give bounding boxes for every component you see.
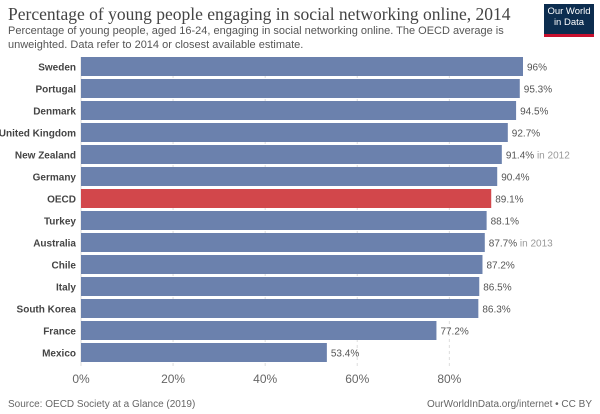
- category-label-france: France: [43, 327, 76, 338]
- value-label-new-zealand: 91.4% in 2012: [506, 151, 570, 162]
- category-label-mexico: Mexico: [42, 349, 76, 360]
- value-label-oecd: 89.1%: [495, 195, 523, 206]
- category-label-chile: Chile: [52, 261, 77, 272]
- bar-sweden: [81, 57, 523, 76]
- x-tick-label-20: 20%: [161, 372, 185, 386]
- chart-title: Percentage of young people engaging in s…: [8, 4, 511, 24]
- category-label-denmark: Denmark: [33, 107, 76, 118]
- bar-new-zealand: [81, 145, 502, 164]
- value-label-italy: 86.5%: [483, 283, 511, 294]
- value-label-denmark: 94.5%: [520, 107, 548, 118]
- value-label-united-kingdom: 92.7%: [512, 129, 540, 140]
- year-note-new-zealand: in 2012: [534, 151, 570, 162]
- bar-italy: [81, 277, 480, 296]
- category-label-turkey: Turkey: [44, 217, 76, 228]
- value-label-turkey: 88.1%: [491, 217, 519, 228]
- logo-line-1: Our World: [547, 6, 591, 17]
- bar-denmark: [81, 101, 517, 120]
- category-label-sweden: Sweden: [38, 63, 76, 74]
- value-label-australia: 87.7% in 2013: [489, 239, 553, 250]
- category-label-united-kingdom: United Kingdom: [0, 129, 76, 140]
- x-tick-label-80: 80%: [437, 372, 461, 386]
- bar-united-kingdom: [81, 123, 508, 142]
- value-label-sweden: 96%: [527, 63, 547, 74]
- category-label-portugal: Portugal: [35, 85, 76, 96]
- bar-portugal: [81, 79, 520, 98]
- bar-france: [81, 321, 437, 340]
- value-label-south-korea: 86.3%: [482, 305, 510, 316]
- bar-mexico: [81, 343, 327, 362]
- value-label-germany: 90.4%: [501, 173, 529, 184]
- category-label-italy: Italy: [56, 283, 76, 294]
- value-label-mexico: 53.4%: [331, 349, 359, 360]
- bar-australia: [81, 233, 485, 252]
- x-tick-label-40: 40%: [253, 372, 277, 386]
- category-label-new-zealand: New Zealand: [15, 151, 76, 162]
- bar-chile: [81, 255, 483, 274]
- bar-oecd: [81, 189, 492, 208]
- bar-south-korea: [81, 299, 479, 318]
- category-label-germany: Germany: [33, 173, 77, 184]
- value-label-france: 77.2%: [440, 327, 468, 338]
- category-label-oecd: OECD: [47, 195, 76, 206]
- logo-line-2: in Data: [553, 17, 585, 28]
- category-label-south-korea: South Korea: [17, 305, 77, 316]
- x-tick-label-60: 60%: [345, 372, 369, 386]
- bar-germany: [81, 167, 498, 186]
- credit-link[interactable]: OurWorldInData.org/internet • CC BY: [426, 399, 592, 410]
- x-tick-label-0: 0%: [72, 372, 90, 386]
- category-label-australia: Australia: [33, 239, 76, 250]
- chart-subtitle: Percentage of young people, aged 16-24, …: [8, 25, 504, 51]
- value-label-portugal: 95.3%: [524, 85, 552, 96]
- bar-turkey: [81, 211, 487, 230]
- source-note: Source: OECD Society at a Glance (2019): [8, 399, 196, 410]
- owid-logo[interactable]: Our World in Data: [544, 4, 594, 37]
- year-note-australia: in 2013: [517, 239, 553, 250]
- value-label-chile: 87.2%: [486, 261, 514, 272]
